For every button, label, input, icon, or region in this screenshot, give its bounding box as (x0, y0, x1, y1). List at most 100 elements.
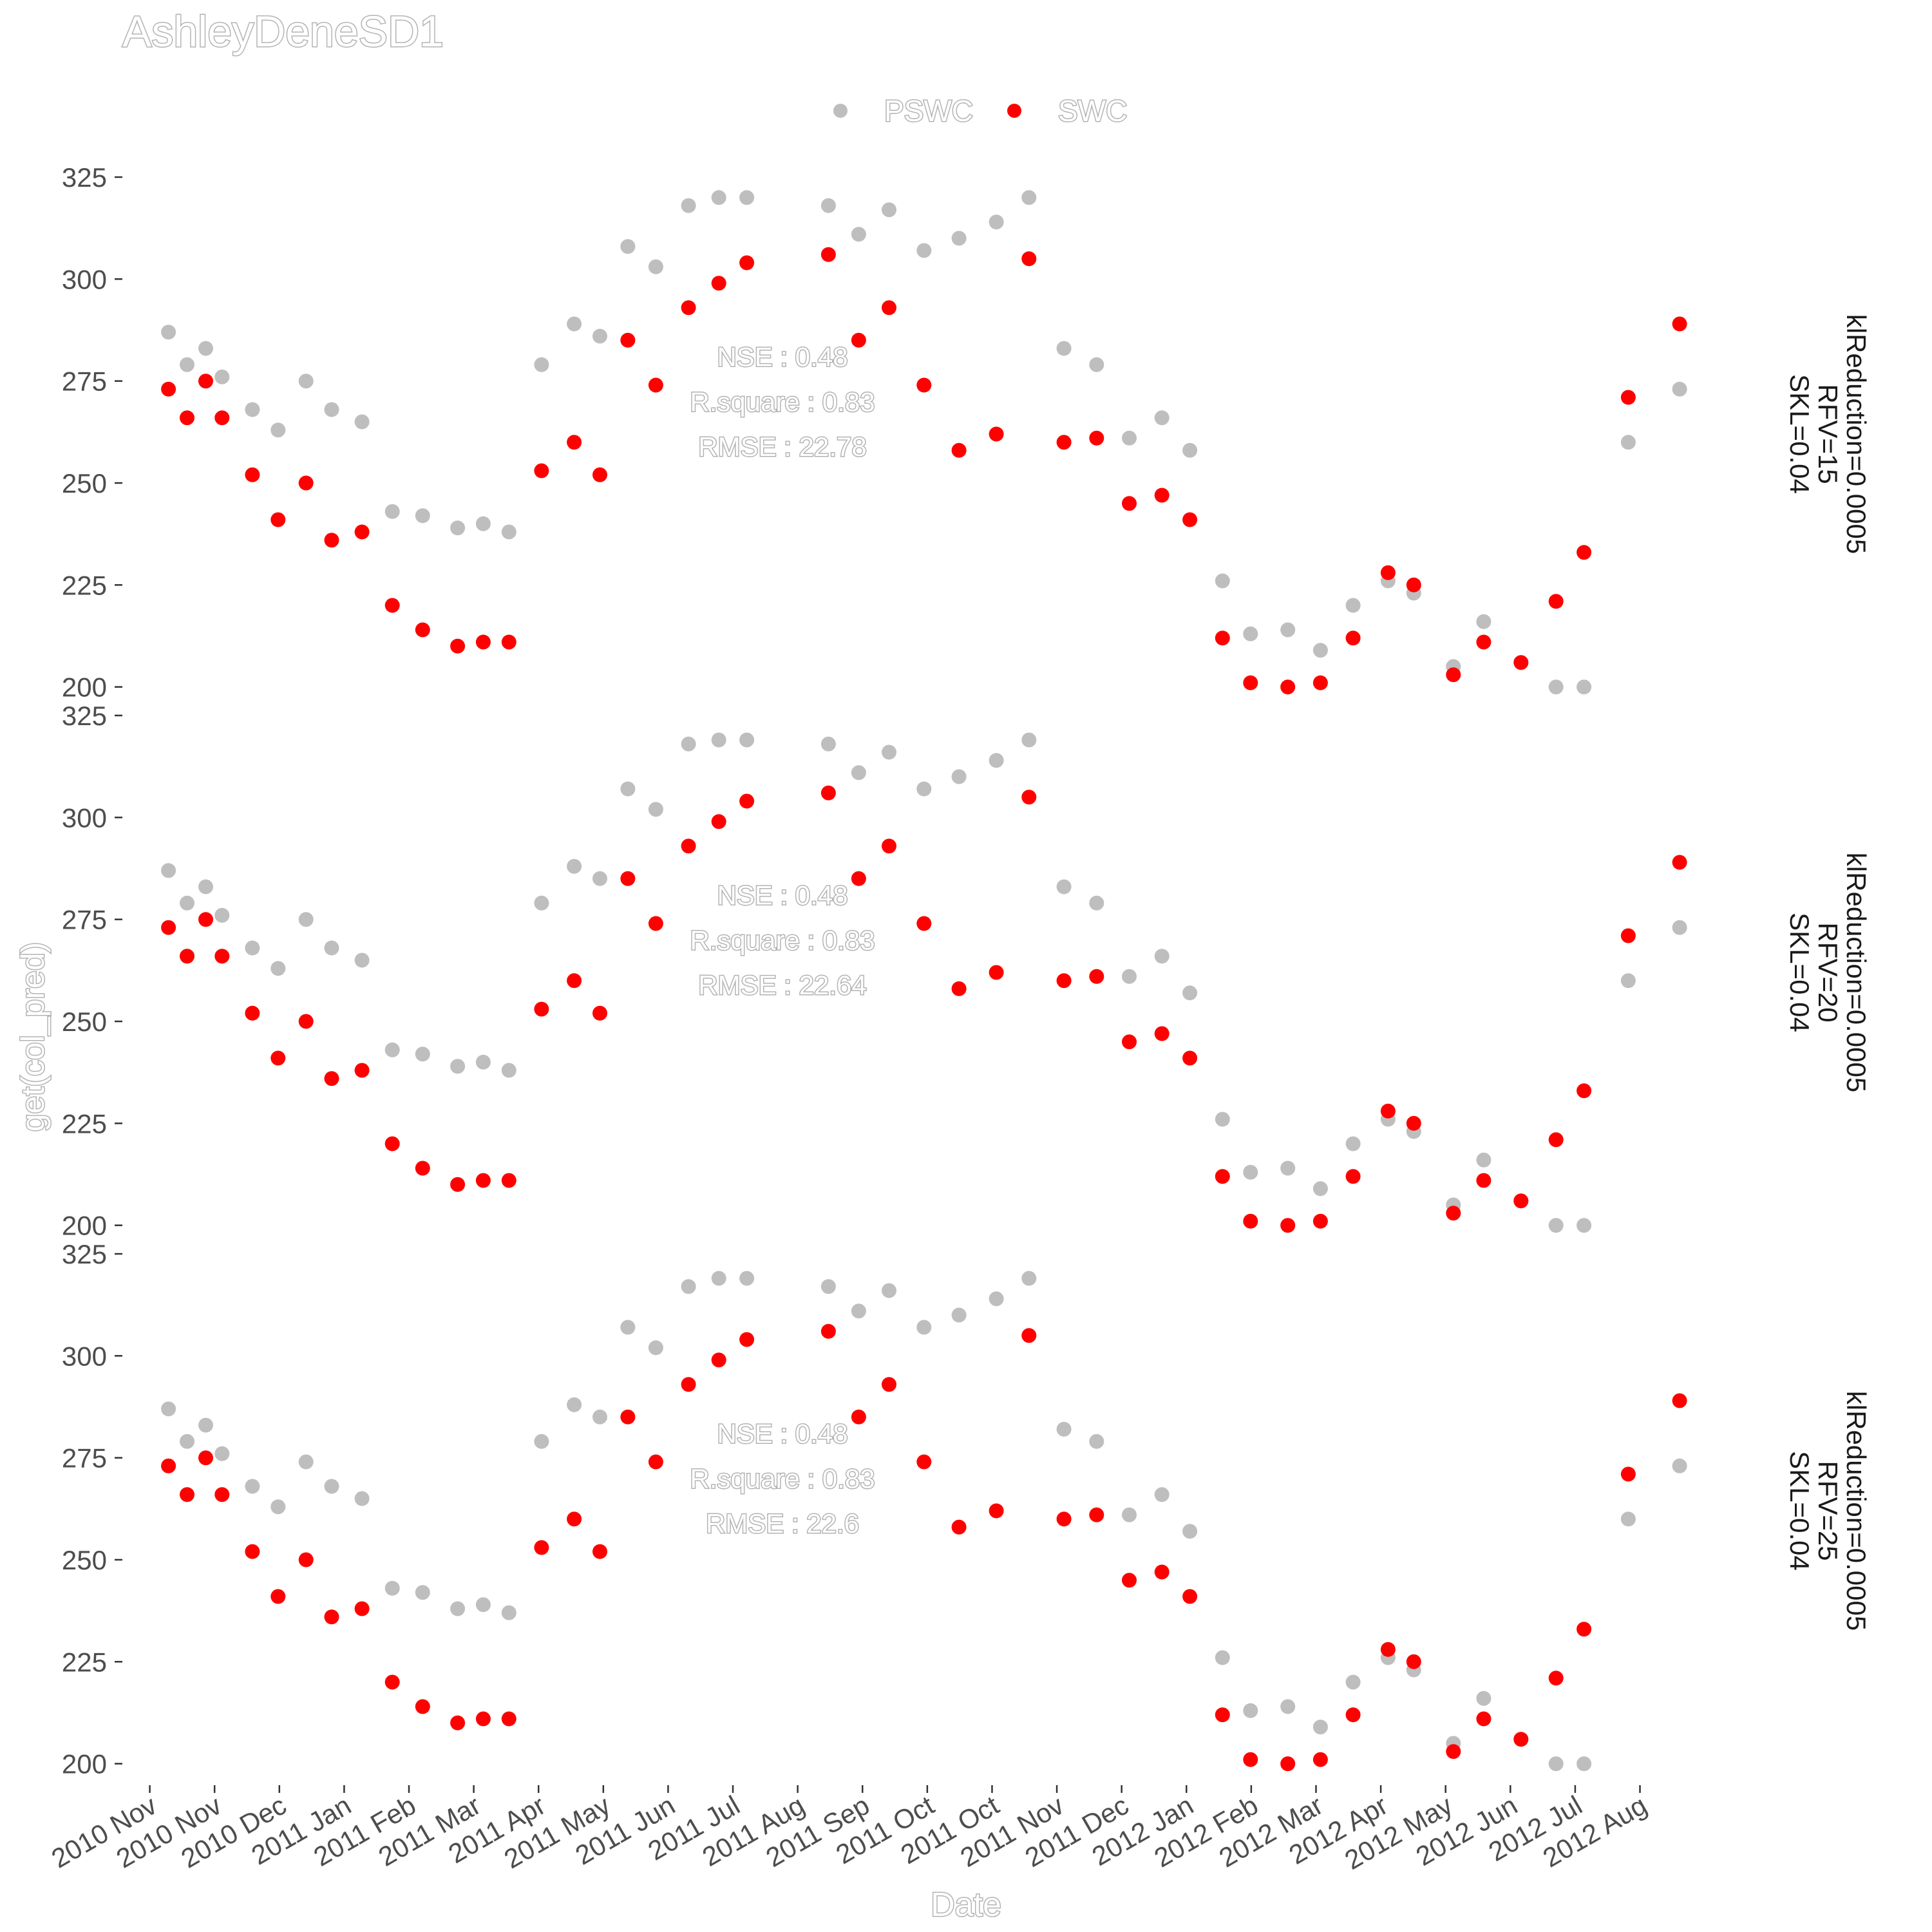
data-point-pswc (214, 369, 230, 384)
fit-stat: RMSE : 22.78 (698, 431, 866, 462)
data-point-swc (270, 512, 286, 527)
data-point-pswc (1577, 1756, 1592, 1772)
data-point-pswc (1056, 341, 1072, 356)
data-point-swc (851, 332, 866, 348)
data-point-swc (1280, 1218, 1296, 1233)
fit-stat: NSE : 0.48 (717, 880, 848, 911)
data-point-pswc (951, 1307, 967, 1323)
data-point-swc (1513, 1193, 1529, 1209)
data-point-pswc (298, 374, 314, 389)
data-point-swc (501, 634, 516, 650)
data-point-pswc (180, 1434, 194, 1449)
data-point-pswc (354, 952, 370, 968)
data-point-pswc (198, 341, 213, 356)
data-point-swc (1446, 667, 1461, 683)
data-point-pswc (1312, 1719, 1328, 1735)
data-point-pswc (851, 765, 866, 781)
panel-1: 200 225 250 275 300 325 NSE : 0.48 R.square : 0… (62, 162, 1871, 703)
data-point-swc (384, 1674, 400, 1690)
panel-2: 200 225 250 275 300 325 NSE : 0.48 R.square : 0… (62, 701, 1871, 1241)
data-point-pswc (1215, 1112, 1230, 1127)
data-point-swc (711, 1352, 726, 1368)
data-point-pswc (1243, 1703, 1258, 1718)
data-point-pswc (161, 325, 176, 340)
data-point-pswc (324, 1479, 339, 1494)
data-point-swc (1089, 969, 1104, 984)
fit-stat: NSE : 0.48 (717, 342, 848, 372)
data-point-swc (1215, 1707, 1230, 1723)
legend-label-pswc: PSWC (884, 94, 973, 128)
data-point-pswc (567, 858, 582, 874)
data-point-pswc (1154, 1487, 1170, 1502)
data-point-swc (916, 916, 932, 931)
data-point-pswc (1672, 1458, 1687, 1473)
panels: 200 225 250 275 300 325 NSE : 0.48 R.square : 0… (62, 162, 1871, 1779)
data-point-swc (214, 949, 230, 964)
data-point-swc (620, 871, 636, 886)
y-tick-label: 200 (62, 672, 107, 703)
data-point-pswc (161, 1401, 176, 1417)
data-point-pswc (180, 895, 194, 911)
data-point-pswc (1021, 732, 1037, 748)
data-point-pswc (324, 402, 339, 417)
data-point-pswc (711, 732, 726, 748)
data-point-swc (384, 598, 400, 613)
data-point-pswc (1215, 1650, 1230, 1665)
data-point-swc (161, 381, 176, 397)
data-point-swc (354, 1063, 370, 1078)
data-point-swc (1672, 316, 1687, 332)
data-point-pswc (384, 1580, 400, 1596)
data-point-swc (916, 377, 932, 393)
data-point-pswc (567, 316, 582, 332)
data-point-pswc (989, 214, 1004, 230)
data-point-pswc (1280, 1160, 1296, 1176)
data-point-swc (415, 622, 430, 638)
series-pswc (161, 732, 1687, 1233)
data-point-pswc (161, 863, 176, 878)
fit-stat: RMSE : 22.64 (698, 970, 866, 1000)
data-point-pswc (1548, 679, 1564, 695)
data-point-pswc (567, 1397, 582, 1412)
x-axis-title: Date (931, 1886, 1001, 1924)
legend-marker-swc (1007, 104, 1021, 118)
data-point-swc (1476, 1711, 1492, 1727)
data-point-swc (450, 1177, 466, 1192)
data-point-pswc (1476, 1152, 1492, 1168)
data-point-swc (711, 814, 726, 829)
data-point-pswc (851, 227, 866, 242)
data-point-swc (592, 1544, 607, 1559)
data-point-swc (1243, 1752, 1258, 1767)
data-point-pswc (916, 781, 932, 797)
data-point-pswc (1476, 1690, 1492, 1706)
data-point-pswc (711, 1271, 726, 1286)
data-point-pswc (415, 508, 430, 524)
data-point-pswc (882, 1283, 896, 1298)
y-tick-label: 325 (62, 1239, 107, 1269)
data-point-swc (681, 1377, 696, 1392)
data-point-swc (1215, 1169, 1230, 1184)
data-point-pswc (475, 1054, 491, 1070)
data-point-swc (198, 1450, 213, 1466)
data-point-pswc (1154, 949, 1170, 964)
data-point-swc (214, 410, 230, 426)
data-point-swc (1577, 545, 1592, 560)
data-point-swc (882, 1377, 896, 1392)
data-point-pswc (916, 243, 932, 258)
fit-stat: R.square : 0.83 (690, 925, 875, 955)
data-point-pswc (1243, 626, 1258, 641)
data-point-pswc (592, 328, 607, 344)
data-point-swc (1345, 1169, 1361, 1184)
data-point-pswc (1312, 1181, 1328, 1197)
data-point-swc (1577, 1622, 1592, 1637)
y-tick-label: 300 (62, 264, 107, 294)
data-point-pswc (620, 1320, 636, 1335)
series-pswc (161, 1271, 1687, 1772)
data-point-swc (501, 1711, 516, 1727)
data-point-pswc (324, 940, 339, 956)
data-point-swc (951, 981, 967, 996)
data-point-pswc (951, 231, 967, 246)
data-point-swc (567, 973, 582, 989)
data-point-swc (324, 533, 339, 548)
data-point-pswc (534, 357, 549, 372)
